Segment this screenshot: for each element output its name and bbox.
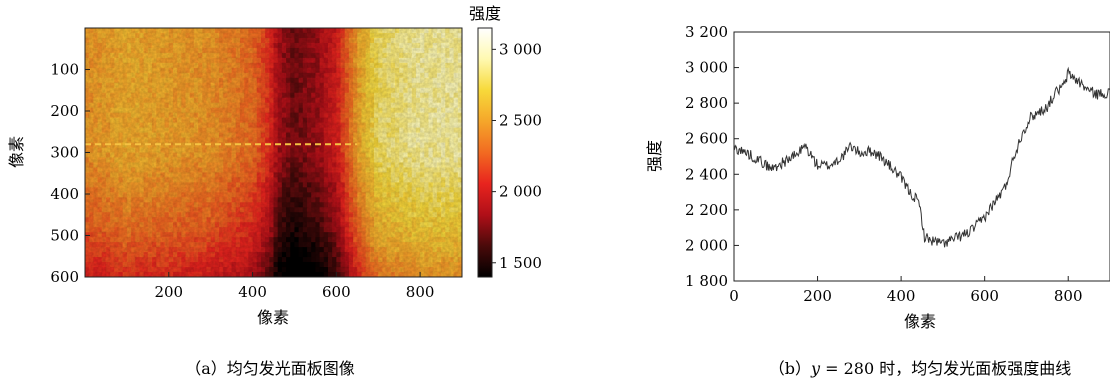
heatmap-x-tick-label: 800 — [406, 283, 435, 301]
line-y-tick-label: 2 600 — [685, 130, 728, 148]
heatmap-y-axis-label: 像素 — [7, 136, 26, 168]
colorbar-title: 强度 — [469, 4, 501, 23]
heatmap-y-tick-label: 200 — [50, 102, 79, 120]
caption-b-prefix: （b） — [769, 359, 811, 378]
line-y-tick-label: 3 000 — [685, 59, 728, 77]
line-x-ticks: 0 200 400 600 800 — [729, 276, 1083, 305]
caption-a: （a）均匀发光面板图像 — [185, 359, 355, 378]
caption-b-var: y — [810, 359, 821, 378]
heatmap-y-tick-label: 600 — [50, 268, 79, 286]
heatmap-panel: 100 200 300 400 500 600 200 400 600 800 像素 像素 强度… — [7, 4, 542, 378]
colorbar-ticks: 3 000 2 500 2 000 1 500 — [492, 40, 542, 272]
heatmap-y-tick-label: 500 — [50, 227, 79, 245]
line-y-tick-label: 3 200 — [685, 23, 728, 41]
line-y-axis-label: 强度 — [645, 140, 664, 172]
line-x-tick-label: 400 — [887, 287, 916, 305]
colorbar-gradient — [477, 27, 493, 278]
colorbar-tick-label: 2 500 — [499, 111, 542, 129]
intensity-line — [733, 66, 1110, 248]
heatmap-y-tick-label: 400 — [50, 185, 79, 203]
heatmap-y-ticks: 100 200 300 400 500 600 — [50, 61, 90, 286]
line-x-tick-label: 800 — [1054, 287, 1083, 305]
line-y-tick-label: 2 400 — [685, 165, 728, 183]
heatmap-y-tick-label: 100 — [50, 61, 79, 79]
line-y-tick-label: 2 200 — [685, 201, 728, 219]
heatmap-y-tick-label: 300 — [50, 144, 79, 162]
line-panel: 1 800 2 000 2 200 2 400 2 600 2 800 3 000 3 200… — [645, 23, 1110, 378]
colorbar-tick-label: 3 000 — [499, 40, 542, 58]
colorbar-tick-label: 1 500 — [499, 254, 542, 272]
heatmap-x-tick-label: 600 — [322, 283, 351, 301]
line-x-tick-label: 600 — [970, 287, 999, 305]
line-x-tick-label: 200 — [803, 287, 832, 305]
line-y-ticks: 1 800 2 000 2 200 2 400 2 600 2 800 3 000 3 200 — [685, 23, 739, 290]
line-x-axis-label: 像素 — [904, 312, 936, 331]
heatmap-x-tick-label: 200 — [154, 283, 183, 301]
colorbar-tick-label: 2 000 — [499, 183, 542, 201]
line-y-tick-label: 1 800 — [685, 272, 728, 290]
line-y-tick-label: 2 800 — [685, 94, 728, 112]
caption-b: （b）y = 280 时，均匀发光面板强度曲线 — [769, 359, 1072, 378]
line-y-tick-label: 2 000 — [685, 236, 728, 254]
heatmap-x-ticks: 200 400 600 800 — [154, 272, 434, 301]
colorbar: 强度 3 000 2 500 2 000 1 500 — [469, 4, 542, 278]
line-plot-frame — [733, 31, 1110, 282]
line-x-tick-label: 0 — [729, 287, 739, 305]
heatmap-x-tick-label: 400 — [238, 283, 267, 301]
caption-b-rest: = 280 时，均匀发光面板强度曲线 — [820, 359, 1071, 378]
heatmap-x-axis-label: 像素 — [257, 308, 289, 327]
heatmap-texture — [85, 28, 462, 277]
